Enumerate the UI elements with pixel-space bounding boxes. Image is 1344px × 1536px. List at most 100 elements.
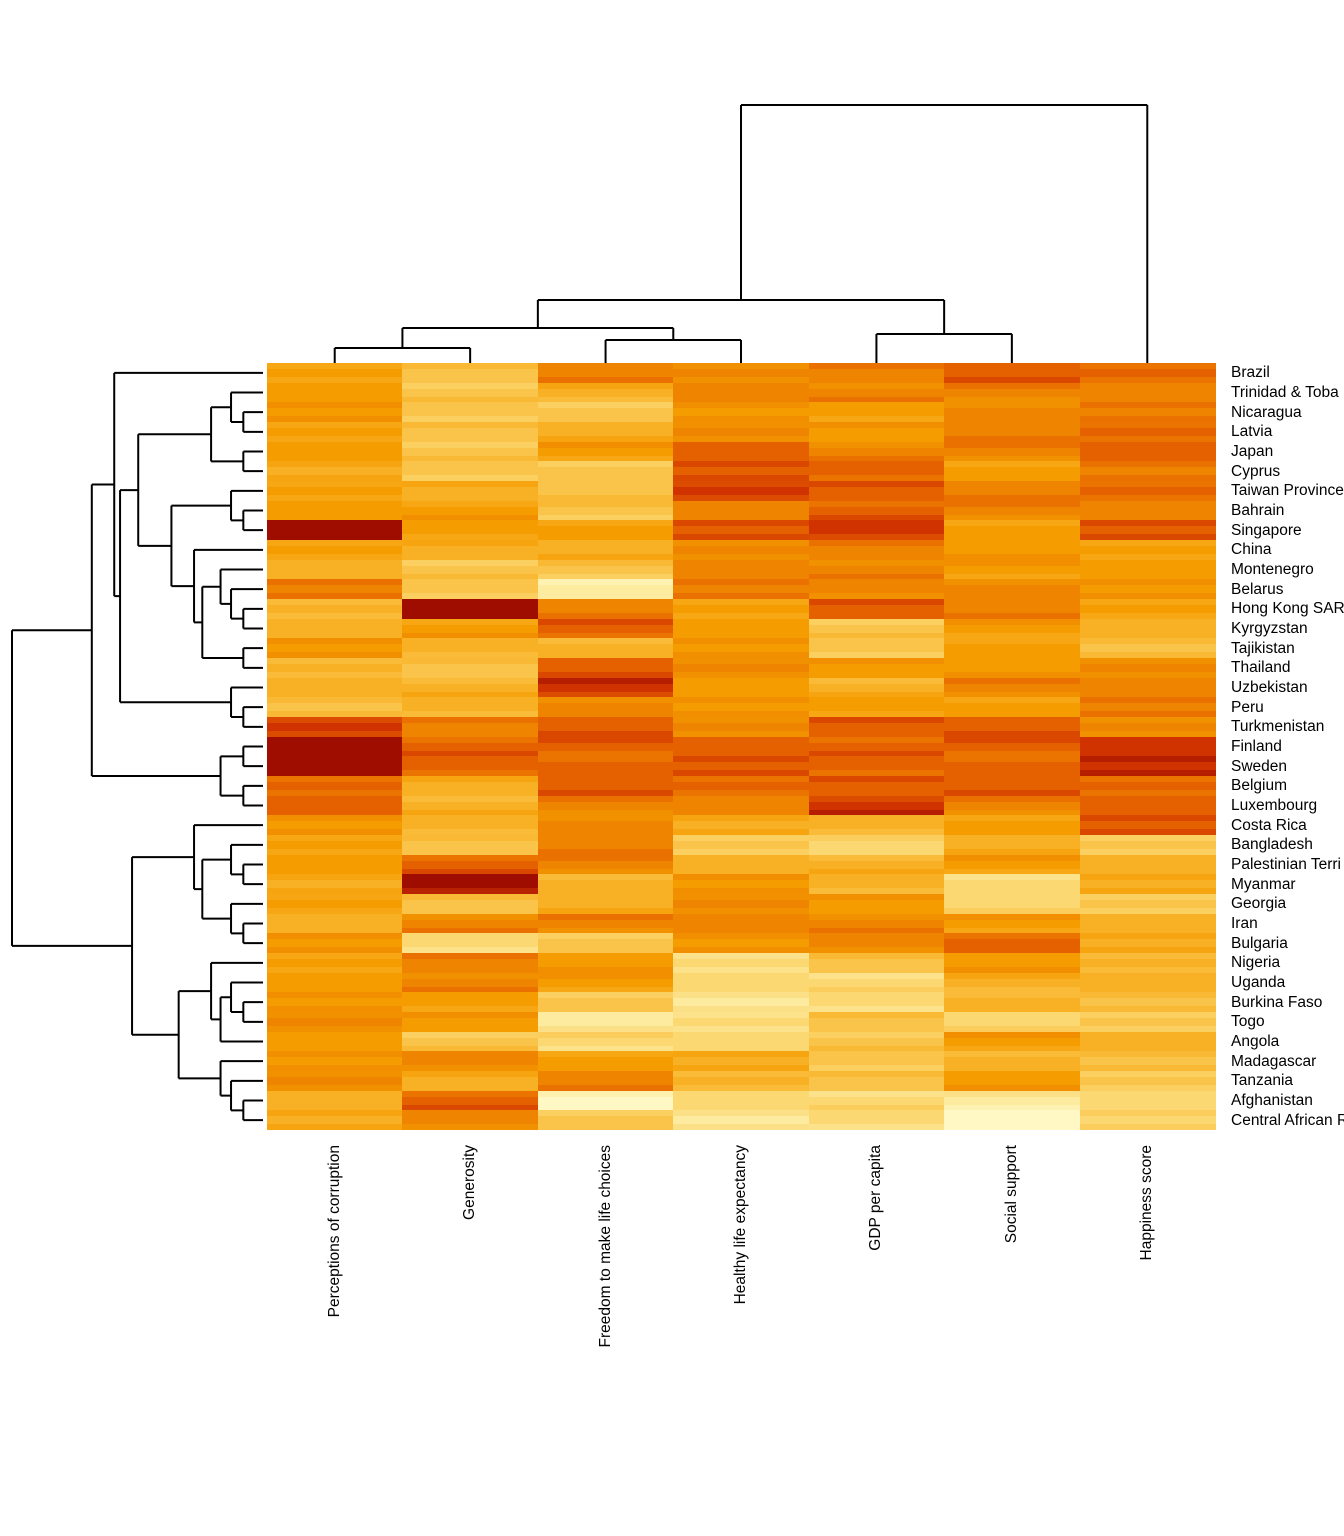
heatmap-cell-stripe — [402, 579, 539, 586]
heatmap-cell-stripe — [402, 534, 539, 541]
heatmap-cell-stripe — [537, 809, 674, 816]
heatmap-cell-stripe — [808, 363, 945, 369]
row-label: China — [1231, 541, 1272, 559]
heatmap-cell-stripe — [402, 829, 539, 836]
heatmap-cell — [944, 658, 1081, 678]
heatmap-cell — [267, 481, 403, 501]
heatmap-cell-stripe — [944, 363, 1081, 369]
heatmap-cell — [1079, 953, 1216, 973]
heatmap-cell — [1079, 658, 1216, 678]
heatmap-cell — [673, 854, 810, 875]
heatmap-cell-stripe — [267, 927, 403, 934]
heatmap-cell-stripe — [808, 809, 945, 816]
heatmap-cell — [402, 363, 539, 383]
heatmap-cell-stripe — [944, 829, 1081, 836]
heatmap-cell-stripe — [673, 658, 810, 664]
heatmap-cell-stripe — [673, 652, 810, 659]
heatmap-cell — [402, 481, 539, 501]
heatmap-cell — [673, 953, 810, 973]
heatmap-cell-stripe — [673, 854, 810, 861]
heatmap-cell — [808, 382, 945, 403]
heatmap-cell — [267, 579, 403, 600]
heatmap-cell-stripe — [267, 790, 403, 796]
heatmap-cell-stripe — [267, 868, 403, 875]
col-label: Happiness score — [1138, 1145, 1156, 1261]
heatmap-cell-stripe — [267, 756, 403, 763]
heatmap-cell-stripe — [402, 1006, 539, 1013]
heatmap-cell — [537, 1071, 674, 1091]
heatmap-cell — [402, 422, 539, 442]
heatmap-cell — [673, 835, 810, 855]
heatmap-cell — [537, 481, 674, 501]
heatmap-cell-stripe — [537, 422, 674, 428]
heatmap-cell-stripe — [673, 1026, 810, 1032]
heatmap-cell-stripe — [402, 455, 539, 462]
heatmap-cell — [267, 500, 403, 521]
col-label: GDP per capita — [867, 1145, 885, 1251]
heatmap-cell — [808, 677, 945, 698]
heatmap-cell — [537, 599, 674, 619]
heatmap-cell-stripe — [1079, 1006, 1216, 1013]
heatmap-cell-stripe — [537, 835, 674, 841]
heatmap-cell-stripe — [402, 835, 539, 841]
heatmap-cell-stripe — [944, 514, 1081, 521]
heatmap-cell-stripe — [808, 677, 945, 684]
heatmap-cell-stripe — [267, 579, 403, 586]
heatmap-cell-stripe — [808, 1051, 945, 1058]
heatmap-cell — [808, 854, 945, 875]
heatmap-cell-stripe — [808, 849, 945, 855]
heatmap-cell-stripe — [267, 658, 403, 664]
heatmap-cell-stripe — [944, 1006, 1081, 1013]
row-label: Kyrgyzstan — [1231, 620, 1308, 637]
heatmap-cell-stripe — [267, 475, 403, 482]
heatmap-cell-stripe — [944, 888, 1081, 895]
heatmap-cell — [1079, 776, 1216, 796]
heatmap-cell — [808, 658, 945, 678]
heatmap-cell-stripe — [1079, 514, 1216, 521]
heatmap-cell-stripe — [537, 363, 674, 369]
heatmap-cell-stripe — [673, 1085, 810, 1091]
heatmap-cell-stripe — [1079, 1085, 1216, 1091]
heatmap-cell — [537, 697, 674, 718]
heatmap-cell-stripe — [267, 559, 403, 566]
heatmap-cell-stripe — [537, 770, 674, 777]
heatmap-cell-stripe — [944, 731, 1081, 737]
heatmap-cell — [944, 697, 1081, 718]
heatmap-cell-stripe — [537, 1045, 674, 1052]
heatmap-cell-stripe — [267, 377, 403, 383]
heatmap-cell-stripe — [402, 992, 539, 999]
heatmap-cell — [267, 894, 403, 914]
heatmap-cell-stripe — [673, 396, 810, 403]
heatmap-cell-stripe — [673, 1090, 810, 1097]
heatmap-cell-stripe — [537, 658, 674, 664]
heatmap-cell — [808, 559, 945, 580]
heatmap-cell — [402, 1051, 539, 1072]
heatmap-cell — [402, 835, 539, 855]
heatmap-cell-stripe — [808, 711, 945, 718]
heatmap-cell — [673, 815, 810, 836]
heatmap-cell — [673, 441, 810, 462]
row-label: Bulgaria — [1231, 934, 1288, 952]
heatmap-cell-stripe — [267, 691, 403, 698]
heatmap-cell — [673, 618, 810, 639]
heatmap-cell-stripe — [537, 1065, 674, 1072]
heatmap-cell-stripe — [1079, 776, 1216, 782]
heatmap-cell — [537, 756, 674, 777]
heatmap-cell-stripe — [808, 967, 945, 973]
heatmap-cell-stripe — [944, 835, 1081, 841]
heatmap-cell-stripe — [944, 874, 1081, 881]
heatmap-cell-stripe — [537, 736, 674, 743]
heatmap-cell — [537, 618, 674, 639]
heatmap-cell-stripe — [808, 638, 945, 645]
heatmap-cell — [944, 933, 1081, 954]
heatmap-cell — [673, 422, 810, 442]
heatmap-cell-stripe — [402, 436, 539, 442]
heatmap-cell-stripe — [673, 672, 810, 678]
heatmap-cell-stripe — [537, 1124, 674, 1131]
heatmap-cell-stripe — [944, 809, 1081, 816]
heatmap-cell-stripe — [402, 461, 539, 468]
heatmap-cell — [673, 363, 810, 383]
heatmap-cell-stripe — [944, 455, 1081, 462]
heatmap-cell — [267, 658, 403, 678]
heatmap-cell-stripe — [267, 750, 403, 757]
